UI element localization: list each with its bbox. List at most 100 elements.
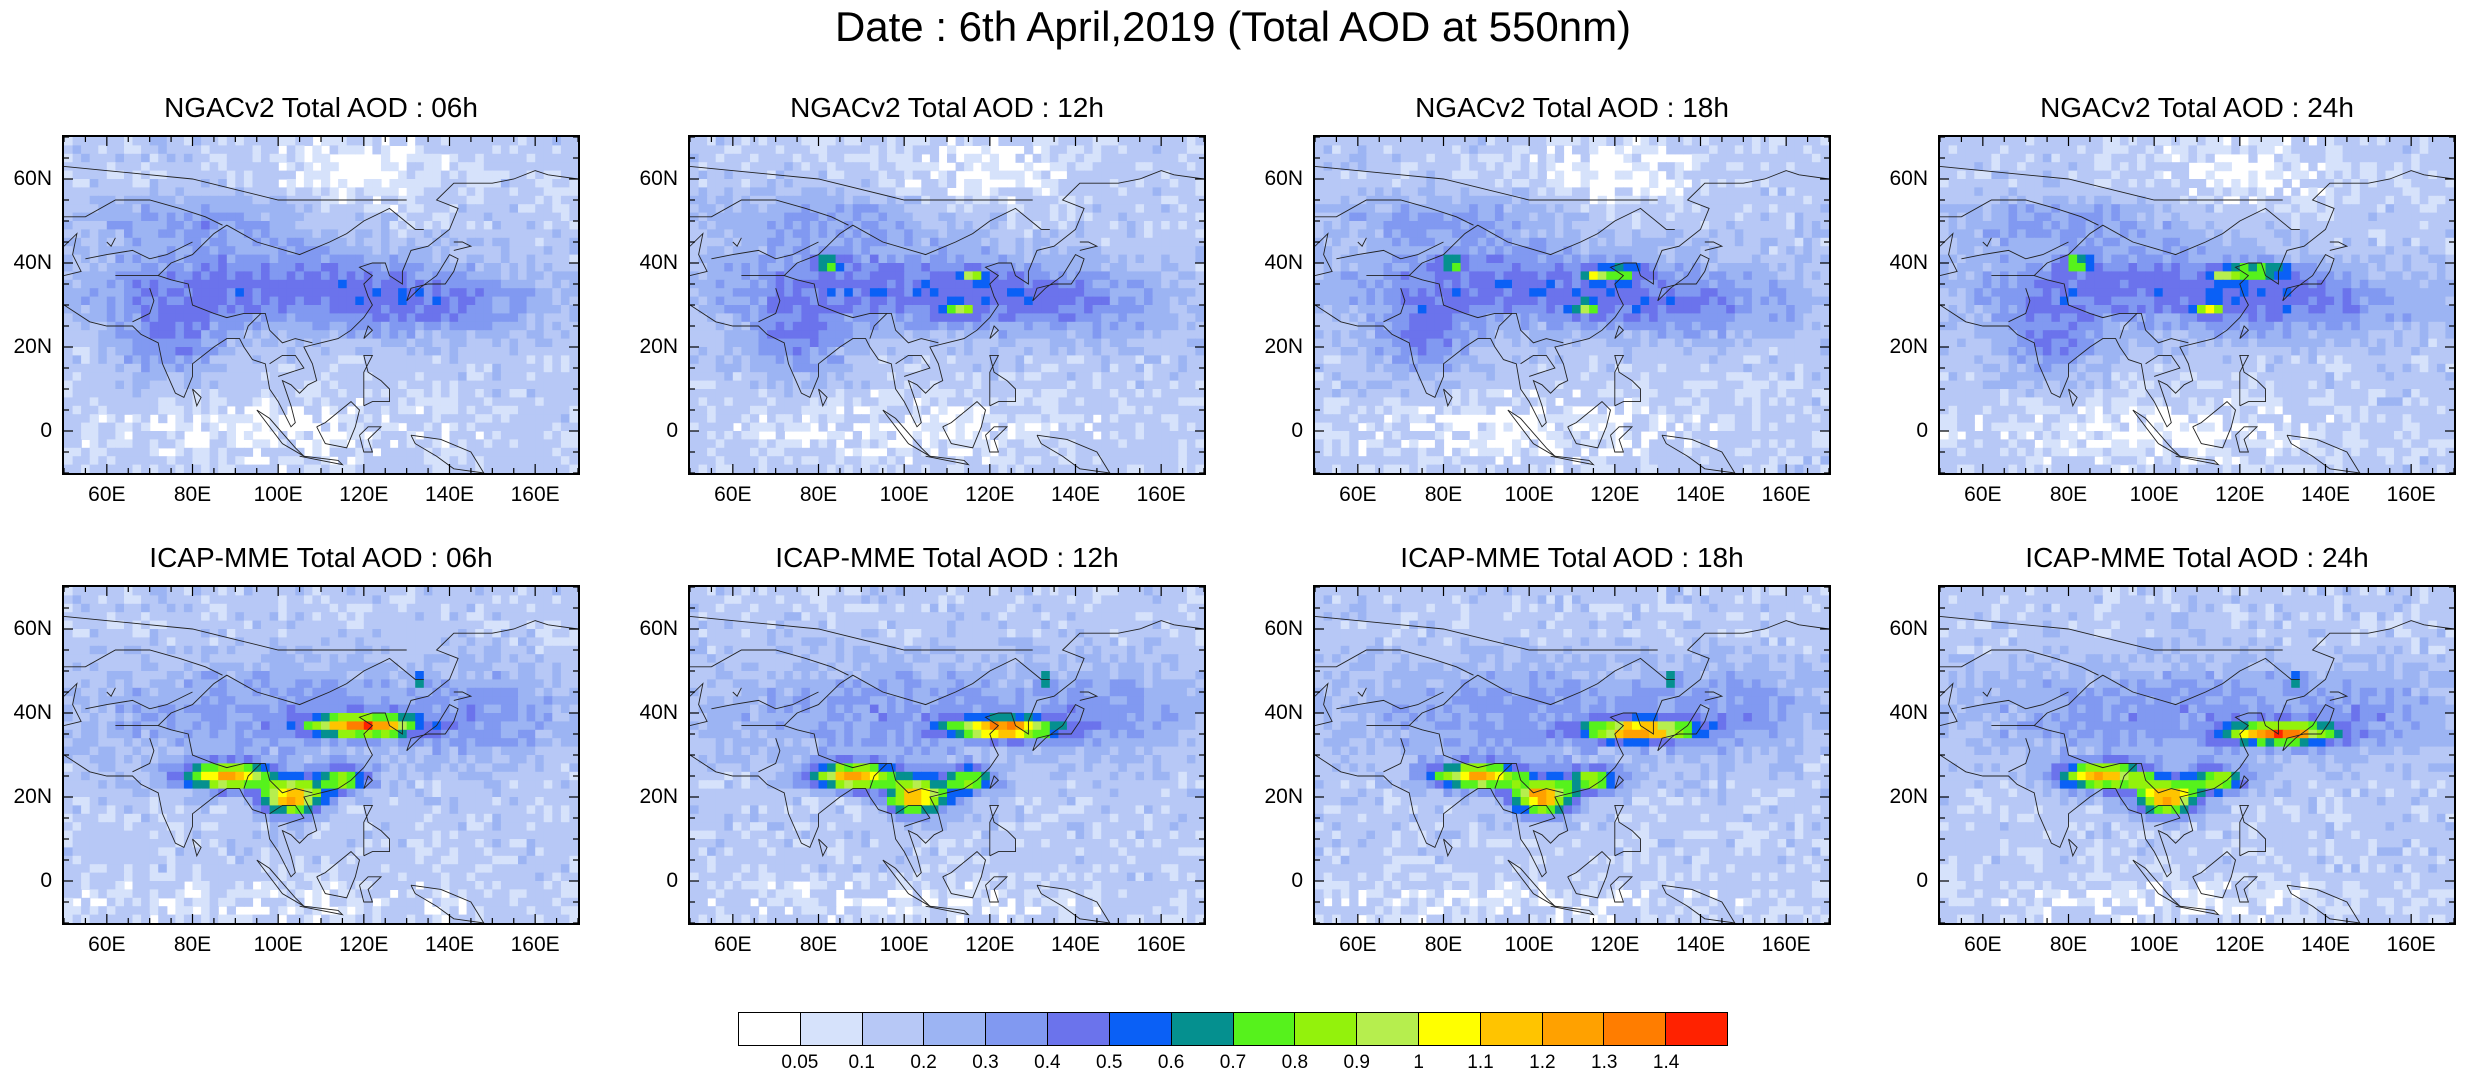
longitude-tick-label: 120E xyxy=(950,483,1030,507)
longitude-tick-label: 100E xyxy=(1489,483,1569,507)
longitude-tick-label: 140E xyxy=(410,933,490,957)
longitude-tick-label: 60E xyxy=(1318,483,1398,507)
map-panel xyxy=(1313,135,1831,475)
latitude-tick-label: 0 xyxy=(0,419,52,443)
aod-field xyxy=(1315,587,1829,923)
latitude-tick-label: 20N xyxy=(1868,785,1928,809)
latitude-tick-label: 40N xyxy=(1868,251,1928,275)
latitude-tick-label: 20N xyxy=(1868,335,1928,359)
longitude-tick-label: 140E xyxy=(2286,483,2366,507)
longitude-tick-label: 140E xyxy=(2286,933,2366,957)
latitude-tick-label: 20N xyxy=(0,335,52,359)
longitude-tick-label: 140E xyxy=(1661,933,1741,957)
aod-colorbar xyxy=(738,1012,1728,1046)
figure-title: Date : 6th April,2019 (Total AOD at 550n… xyxy=(0,2,2466,52)
panel-title: ICAP-MME Total AOD : 12h xyxy=(687,541,1207,575)
longitude-tick-label: 60E xyxy=(1943,933,2023,957)
colorbar-swatch xyxy=(1481,1013,1543,1045)
longitude-tick-label: 100E xyxy=(238,483,318,507)
colorbar-swatch xyxy=(1172,1013,1234,1045)
panel-title: NGACv2 Total AOD : 06h xyxy=(61,91,581,125)
longitude-tick-label: 100E xyxy=(864,933,944,957)
latitude-tick-label: 0 xyxy=(618,869,678,893)
latitude-tick-label: 60N xyxy=(0,617,52,641)
longitude-tick-label: 160E xyxy=(495,933,575,957)
colorbar-swatch xyxy=(1419,1013,1481,1045)
panel-title: NGACv2 Total AOD : 18h xyxy=(1312,91,1832,125)
longitude-tick-label: 120E xyxy=(324,483,404,507)
map-panel xyxy=(1938,585,2456,925)
aod-field xyxy=(64,587,578,923)
longitude-tick-label: 80E xyxy=(153,933,233,957)
latitude-tick-label: 40N xyxy=(0,701,52,725)
longitude-tick-label: 100E xyxy=(1489,933,1569,957)
colorbar-swatch xyxy=(1234,1013,1296,1045)
aod-field xyxy=(1940,587,2454,923)
colorbar-swatch xyxy=(1666,1013,1727,1045)
latitude-tick-label: 0 xyxy=(0,869,52,893)
latitude-tick-label: 40N xyxy=(0,251,52,275)
latitude-tick-label: 60N xyxy=(1243,167,1303,191)
colorbar-swatch xyxy=(1604,1013,1666,1045)
colorbar-swatch xyxy=(1048,1013,1110,1045)
longitude-tick-label: 80E xyxy=(2029,483,2109,507)
map-panel xyxy=(1938,135,2456,475)
colorbar-swatch xyxy=(1110,1013,1172,1045)
longitude-tick-label: 160E xyxy=(495,483,575,507)
latitude-tick-label: 20N xyxy=(0,785,52,809)
latitude-tick-label: 0 xyxy=(618,419,678,443)
latitude-tick-label: 60N xyxy=(1868,167,1928,191)
colorbar-swatch xyxy=(924,1013,986,1045)
latitude-tick-label: 60N xyxy=(0,167,52,191)
longitude-tick-label: 160E xyxy=(1746,483,1826,507)
latitude-tick-label: 60N xyxy=(618,167,678,191)
aod-field xyxy=(64,137,578,473)
map-panel xyxy=(688,135,1206,475)
longitude-tick-label: 120E xyxy=(2200,483,2280,507)
latitude-tick-label: 0 xyxy=(1868,419,1928,443)
panel-title: ICAP-MME Total AOD : 24h xyxy=(1937,541,2457,575)
longitude-tick-label: 100E xyxy=(2114,933,2194,957)
longitude-tick-label: 120E xyxy=(2200,933,2280,957)
latitude-tick-label: 0 xyxy=(1243,419,1303,443)
latitude-tick-label: 0 xyxy=(1868,869,1928,893)
longitude-tick-label: 80E xyxy=(779,483,859,507)
longitude-tick-label: 60E xyxy=(693,933,773,957)
longitude-tick-label: 60E xyxy=(1943,483,2023,507)
colorbar-swatch xyxy=(1543,1013,1605,1045)
latitude-tick-label: 20N xyxy=(618,785,678,809)
longitude-tick-label: 120E xyxy=(950,933,1030,957)
panel-title: NGACv2 Total AOD : 24h xyxy=(1937,91,2457,125)
aod-field xyxy=(1940,137,2454,473)
longitude-tick-label: 80E xyxy=(153,483,233,507)
latitude-tick-label: 40N xyxy=(1868,701,1928,725)
latitude-tick-label: 20N xyxy=(1243,785,1303,809)
colorbar-swatch xyxy=(986,1013,1048,1045)
longitude-tick-label: 80E xyxy=(2029,933,2109,957)
map-panel xyxy=(688,585,1206,925)
longitude-tick-label: 140E xyxy=(410,483,490,507)
colorbar-swatch xyxy=(739,1013,801,1045)
longitude-tick-label: 140E xyxy=(1036,933,1116,957)
longitude-tick-label: 100E xyxy=(2114,483,2194,507)
longitude-tick-label: 100E xyxy=(864,483,944,507)
longitude-tick-label: 60E xyxy=(67,483,147,507)
longitude-tick-label: 160E xyxy=(2371,483,2451,507)
longitude-tick-label: 120E xyxy=(1575,483,1655,507)
longitude-tick-label: 160E xyxy=(2371,933,2451,957)
latitude-tick-label: 40N xyxy=(618,701,678,725)
map-panel xyxy=(62,135,580,475)
colorbar-swatch xyxy=(863,1013,925,1045)
longitude-tick-label: 80E xyxy=(779,933,859,957)
panel-title: ICAP-MME Total AOD : 18h xyxy=(1312,541,1832,575)
longitude-tick-label: 60E xyxy=(693,483,773,507)
latitude-tick-label: 60N xyxy=(618,617,678,641)
longitude-tick-label: 100E xyxy=(238,933,318,957)
longitude-tick-label: 140E xyxy=(1661,483,1741,507)
latitude-tick-label: 60N xyxy=(1868,617,1928,641)
colorbar-swatch xyxy=(1357,1013,1419,1045)
map-panel xyxy=(1313,585,1831,925)
aod-field xyxy=(690,587,1204,923)
latitude-tick-label: 40N xyxy=(618,251,678,275)
longitude-tick-label: 120E xyxy=(1575,933,1655,957)
